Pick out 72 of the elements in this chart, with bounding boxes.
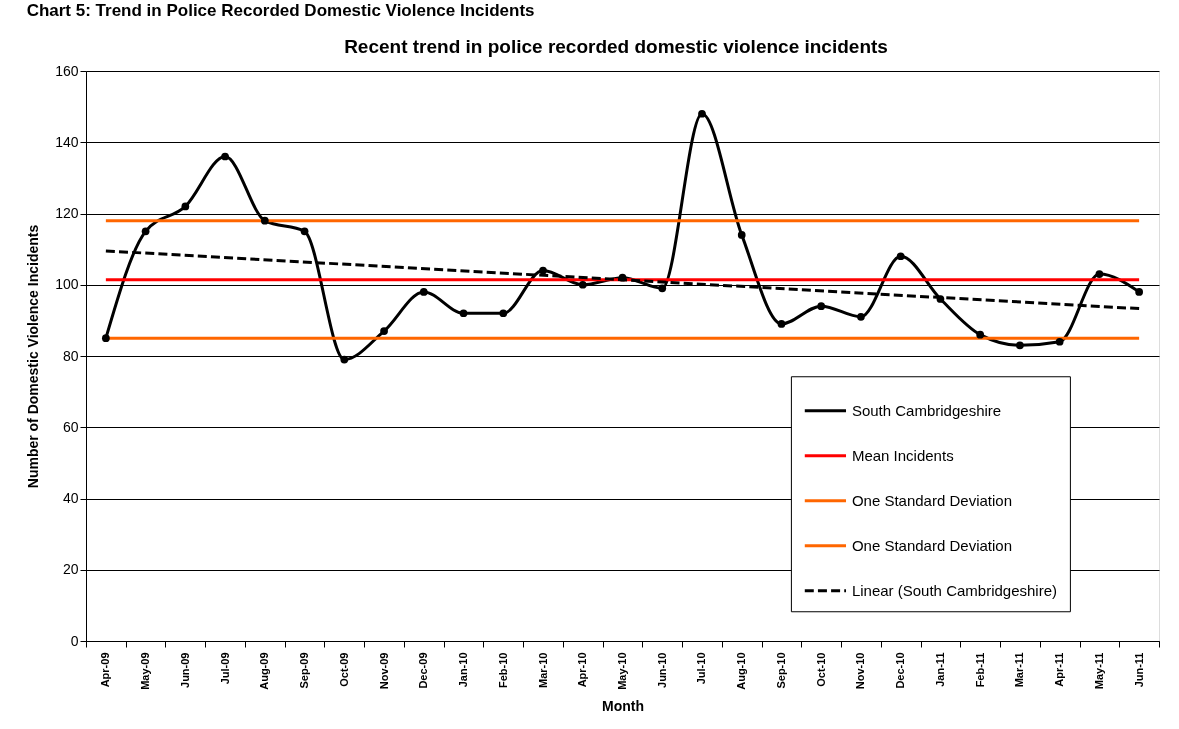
x-tick-label: Mar-10: [536, 652, 549, 688]
legend-label: Linear (South Cambridgeshire): [851, 581, 1058, 599]
y-tick-label: 160: [55, 62, 79, 79]
point: [817, 302, 826, 310]
y-tick-label: 100: [55, 276, 79, 293]
point: [658, 284, 667, 293]
point: [1055, 337, 1064, 346]
x-tick-label: May-11: [1092, 652, 1105, 690]
y-tick-label: 0: [70, 632, 79, 649]
point: [896, 252, 905, 261]
point: [578, 280, 587, 289]
x-tick-label: Dec-09: [417, 652, 430, 689]
point: [857, 312, 865, 321]
x-tick-label: Jan-11: [933, 652, 946, 687]
y-tick-label: 20: [62, 561, 79, 578]
x-tick-label: Aug-10: [735, 652, 748, 690]
point: [1095, 270, 1104, 278]
point: [698, 109, 706, 118]
x-tick-label: Mar-11: [1013, 652, 1026, 688]
y-tick-label: 40: [62, 490, 79, 506]
x-tick-label: Aug-09: [258, 652, 271, 690]
x-tick-label: Feb-11: [973, 652, 986, 688]
x-tick-label: Apr-11: [1053, 652, 1066, 687]
chart-title: Chart 5: Trend in Police Recorded Domestic Violence Incidents: [26, 1, 535, 20]
point: [260, 216, 269, 225]
legend-label: One Standard Deviation: [851, 491, 1013, 509]
point: [976, 330, 985, 339]
x-tick-label: Jan-10: [457, 652, 470, 688]
point: [618, 273, 627, 282]
x-tick-label: Jul-09: [218, 652, 231, 685]
point: [221, 152, 229, 161]
x-axis-title: Month: [602, 697, 644, 714]
point: [459, 309, 468, 318]
y-tick-label: 120: [55, 205, 79, 221]
point: [102, 334, 110, 343]
x-tick-label: Jul-10: [695, 652, 708, 685]
x-tick-label: Apr-10: [576, 652, 589, 688]
point: [737, 231, 746, 239]
point: [539, 266, 547, 275]
chart-subtitle: Recent trend in police recorded domestic violence incidents: [344, 36, 888, 57]
x-tick-label: Sep-10: [774, 652, 787, 689]
y-tick-label: 80: [62, 347, 79, 364]
y-axis-title: Number of Domestic Violence Incidents: [25, 224, 42, 489]
x-tick-label: Apr-09: [99, 652, 112, 688]
legend-label: Mean Incidents: [851, 446, 954, 464]
x-tick-label: Jun-11: [1132, 652, 1145, 688]
x-tick-label: Jun-10: [655, 652, 668, 688]
x-tick-label: Oct-10: [814, 652, 827, 687]
x-tick-label: May-09: [139, 652, 152, 690]
x-tick-label: Sep-09: [298, 652, 311, 689]
legend-label: One Standard Deviation: [851, 536, 1013, 554]
x-tick-label: Dec-10: [894, 652, 907, 689]
x-tick-label: Oct-09: [337, 652, 350, 687]
point: [499, 309, 508, 318]
point: [1135, 288, 1143, 296]
point: [300, 227, 309, 236]
point: [936, 295, 945, 303]
x-tick-label: Jun-09: [178, 652, 191, 688]
point: [340, 355, 349, 364]
point: [141, 227, 150, 236]
point: [181, 202, 190, 211]
x-tick-label: Nov-10: [854, 652, 867, 690]
x-tick-label: Feb-10: [496, 652, 509, 688]
point: [777, 320, 786, 328]
point: [1016, 341, 1024, 350]
y-tick-label: 60: [62, 418, 79, 435]
x-tick-label: May-10: [616, 652, 628, 690]
point: [419, 288, 428, 296]
point: [380, 327, 388, 335]
y-tick-label: 140: [55, 133, 79, 150]
legend-label: South Cambridgeshire: [851, 401, 1002, 419]
x-tick-label: Nov-09: [377, 652, 390, 690]
